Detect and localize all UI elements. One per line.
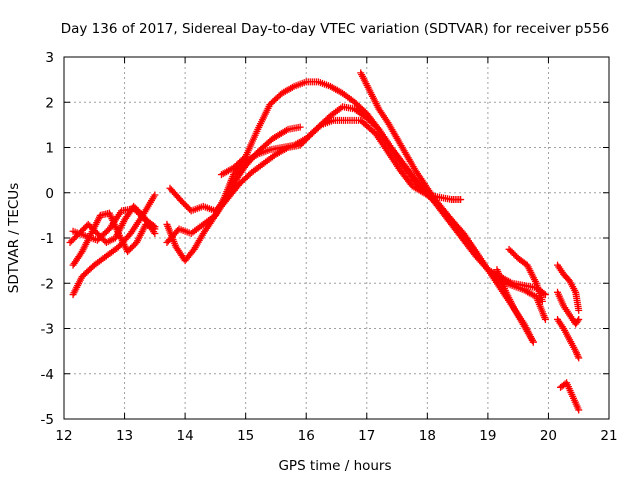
data-point	[457, 196, 465, 204]
x-tick-label: 21	[600, 428, 617, 444]
data-point	[507, 247, 515, 255]
data-point	[68, 237, 76, 245]
series-arc-15	[557, 379, 583, 414]
y-tick-label: -3	[41, 322, 54, 338]
data-point	[151, 229, 159, 237]
data-point	[66, 239, 74, 247]
y-tick-label: -5	[41, 412, 54, 428]
y-tick-label: -2	[41, 276, 54, 292]
data-point	[181, 201, 189, 209]
series-arc-10	[505, 245, 546, 305]
series-arc-14	[554, 315, 583, 362]
y-tick-label: 0	[45, 186, 54, 202]
data-point	[127, 245, 135, 253]
data-point	[80, 225, 88, 233]
y-tick-label: -1	[41, 231, 54, 247]
series-arc-7	[163, 103, 537, 346]
x-tick-label: 17	[358, 428, 375, 444]
data-point	[282, 126, 290, 134]
data-point	[124, 248, 132, 256]
data-point	[69, 236, 77, 244]
data-point	[541, 315, 549, 323]
data-point	[125, 246, 133, 254]
data-point	[575, 315, 583, 323]
data-point	[538, 297, 546, 305]
series-arc-9	[357, 69, 549, 323]
data-point	[92, 228, 100, 236]
data-point	[86, 222, 94, 230]
series-arc-13	[554, 288, 583, 328]
data-point	[511, 251, 519, 259]
y-tick-label: -4	[41, 367, 54, 383]
data-point	[71, 234, 79, 242]
y-tick-label: 3	[45, 50, 54, 66]
data-point	[184, 204, 192, 212]
data-point	[81, 223, 89, 231]
data-point	[93, 229, 101, 237]
data-point	[178, 198, 186, 206]
x-tick-label: 18	[419, 428, 436, 444]
x-tick-label: 14	[177, 428, 194, 444]
data-point	[87, 223, 95, 231]
data-point	[529, 338, 537, 346]
data-point	[151, 191, 159, 199]
data-point	[541, 291, 549, 299]
data-point	[574, 317, 582, 325]
data-point	[296, 123, 304, 131]
data-point	[149, 222, 157, 230]
data-point	[84, 220, 92, 228]
series-arc-12	[554, 261, 583, 314]
data-point	[575, 354, 583, 362]
data-point	[575, 306, 583, 314]
y-tick-label: 1	[45, 141, 54, 157]
data-point	[89, 225, 97, 233]
data-point	[78, 226, 86, 234]
data-point	[180, 199, 188, 207]
y-tick-label: 2	[45, 95, 54, 111]
data-point	[508, 248, 516, 256]
data-point	[72, 232, 80, 240]
data-point	[151, 223, 159, 231]
x-tick-label: 19	[479, 428, 496, 444]
data-point	[90, 226, 98, 234]
chart-title: Day 136 of 2017, Sidereal Day-to-day VTE…	[61, 21, 610, 37]
x-tick-label: 13	[116, 428, 133, 444]
data-point	[128, 243, 136, 251]
x-tick-label: 12	[55, 428, 72, 444]
data-point	[510, 250, 518, 258]
x-tick-label: 15	[237, 428, 254, 444]
x-tick-label: 16	[298, 428, 315, 444]
x-axis-label: GPS time / hours	[278, 458, 391, 474]
x-tick-label: 20	[540, 428, 557, 444]
series-arc-6	[163, 116, 465, 265]
series-arc-11	[493, 266, 537, 346]
y-axis-label: SDTVAR / TECUs	[6, 183, 22, 293]
data-points	[66, 69, 583, 414]
data-point	[130, 242, 138, 250]
series-arc-4	[69, 205, 159, 244]
data-point	[575, 406, 583, 414]
data-point	[183, 202, 191, 210]
data-point	[505, 245, 513, 253]
